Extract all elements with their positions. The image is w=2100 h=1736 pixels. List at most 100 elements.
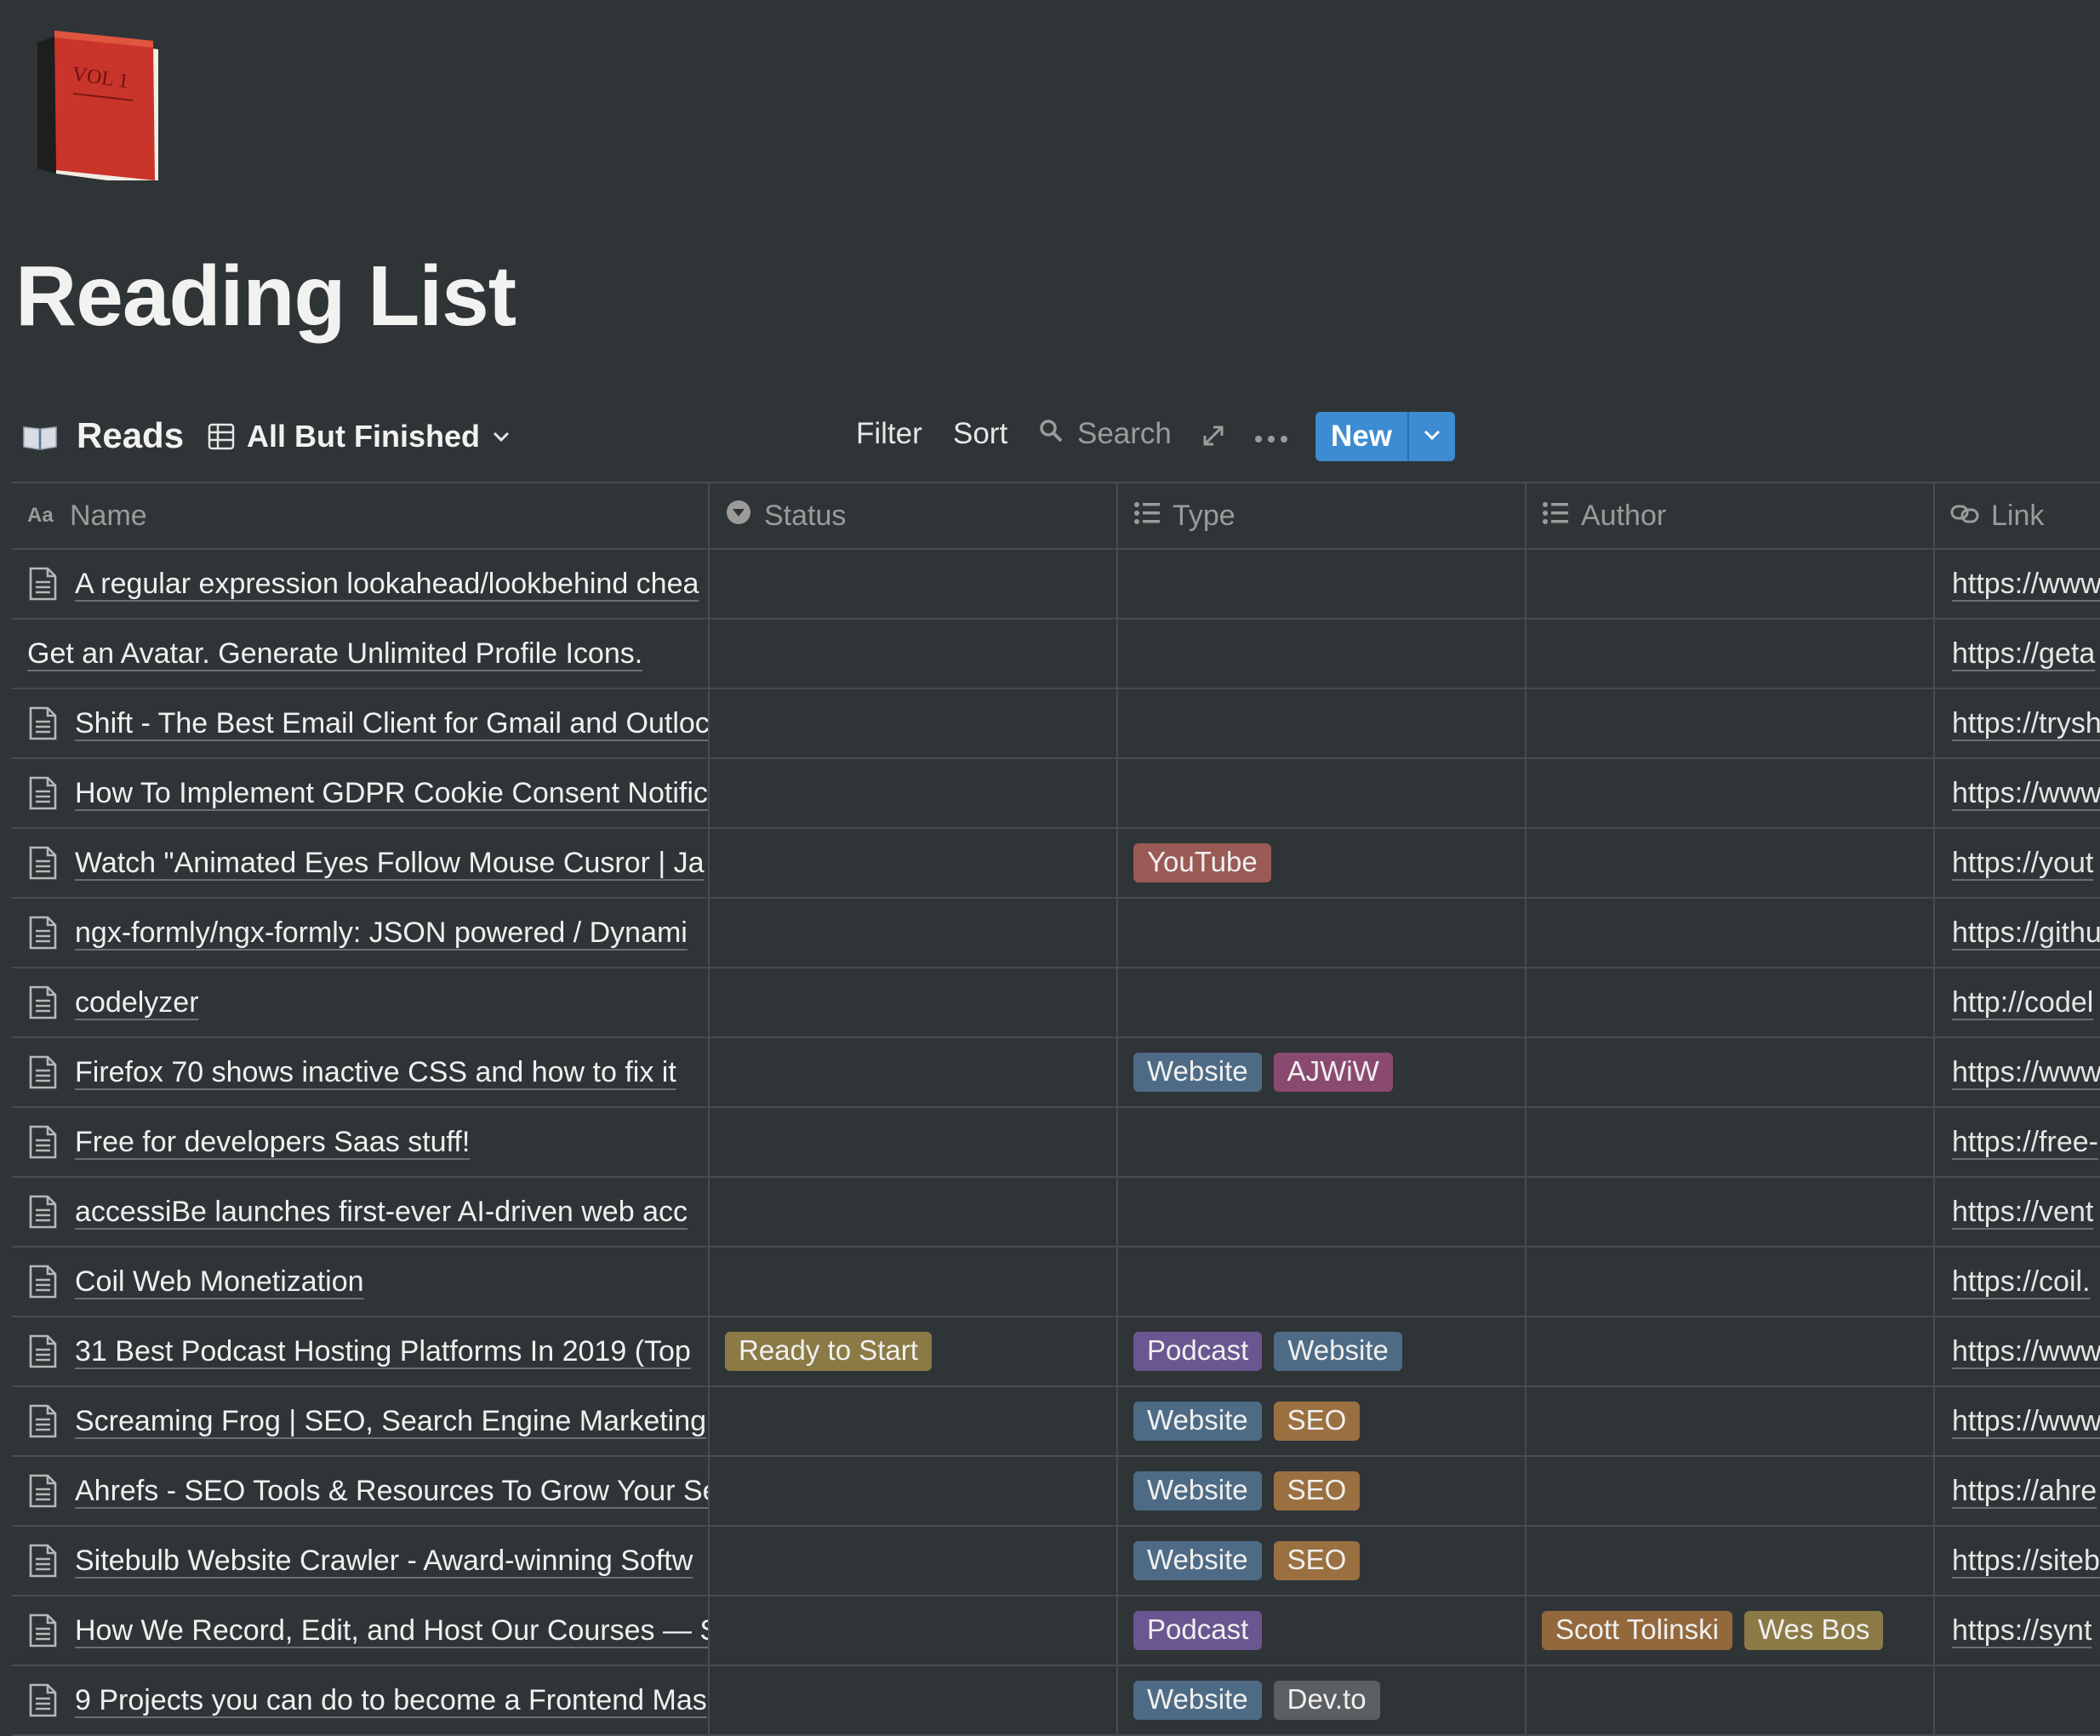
status-cell[interactable]: [710, 1527, 1118, 1595]
link-cell[interactable]: https://trysh: [1935, 689, 2100, 757]
author-cell[interactable]: [1526, 1317, 1935, 1385]
row-title[interactable]: Shift - The Best Email Client for Gmail …: [75, 706, 710, 740]
table-row[interactable]: 9 Projects you can do to become a Fronte…: [12, 1666, 2100, 1736]
row-link[interactable]: https://synt: [1952, 1613, 2092, 1647]
row-title[interactable]: 9 Projects you can do to become a Fronte…: [75, 1683, 707, 1716]
status-cell[interactable]: [710, 829, 1118, 897]
row-title[interactable]: Screaming Frog | SEO, Search Engine Mark…: [75, 1404, 707, 1437]
row-link[interactable]: https://www: [1952, 776, 2100, 809]
link-cell[interactable]: https://vent: [1935, 1178, 2100, 1246]
column-header-type[interactable]: Type: [1118, 483, 1526, 548]
status-cell[interactable]: [710, 1387, 1118, 1455]
row-title[interactable]: codelyzer: [75, 985, 199, 1019]
link-cell[interactable]: https://www: [1935, 1317, 2100, 1385]
link-cell[interactable]: https://geta: [1935, 620, 2100, 688]
table-row[interactable]: Sitebulb Website Crawler - Award-winning…: [12, 1527, 2100, 1596]
row-title[interactable]: Watch "Animated Eyes Follow Mouse Cusror…: [75, 846, 705, 879]
status-cell[interactable]: [710, 759, 1118, 827]
table-row[interactable]: 31 Best Podcast Hosting Platforms In 201…: [12, 1317, 2100, 1387]
filter-button[interactable]: Filter: [856, 417, 922, 450]
author-cell[interactable]: [1526, 1178, 1935, 1246]
status-cell[interactable]: [710, 1038, 1118, 1106]
type-cell[interactable]: [1118, 550, 1526, 618]
type-cell[interactable]: [1118, 1248, 1526, 1316]
column-header-status[interactable]: Status: [710, 483, 1118, 548]
row-link[interactable]: https://githu: [1952, 916, 2100, 949]
name-cell[interactable]: Sitebulb Website Crawler - Award-winning…: [12, 1527, 710, 1595]
column-header-name[interactable]: Aa Name: [12, 483, 710, 548]
name-cell[interactable]: Coil Web Monetization: [12, 1248, 710, 1316]
database-title[interactable]: Reads: [77, 415, 185, 455]
table-row[interactable]: Firefox 70 shows inactive CSS and how to…: [12, 1038, 2100, 1108]
name-cell[interactable]: Ahrefs - SEO Tools & Resources To Grow Y…: [12, 1457, 710, 1525]
row-link[interactable]: https://siteb: [1952, 1544, 2100, 1577]
row-link[interactable]: http://codel: [1952, 985, 2094, 1019]
table-row[interactable]: Free for developers Saas stuff! https://f…: [12, 1108, 2100, 1178]
type-cell[interactable]: Website SEO: [1118, 1457, 1526, 1525]
search-button[interactable]: Search: [1038, 417, 1172, 451]
status-cell[interactable]: [710, 620, 1118, 688]
expand-icon[interactable]: [1200, 422, 1227, 454]
row-title[interactable]: Sitebulb Website Crawler - Award-winning…: [75, 1544, 693, 1577]
table-row[interactable]: Ahrefs - SEO Tools & Resources To Grow Y…: [12, 1457, 2100, 1527]
author-cell[interactable]: [1526, 968, 1935, 1036]
link-cell[interactable]: https://www: [1935, 1387, 2100, 1455]
type-cell[interactable]: Website AJWiW: [1118, 1038, 1526, 1106]
row-link[interactable]: https://www: [1952, 1404, 2100, 1437]
name-cell[interactable]: Firefox 70 shows inactive CSS and how to…: [12, 1038, 710, 1106]
book-icon[interactable]: VOL 1: [31, 19, 167, 187]
table-row[interactable]: ngx-formly/ngx-formly: JSON powered / Dy…: [12, 899, 2100, 968]
type-cell[interactable]: [1118, 620, 1526, 688]
type-cell[interactable]: [1118, 1178, 1526, 1246]
link-cell[interactable]: https://synt: [1935, 1596, 2100, 1665]
name-cell[interactable]: Shift - The Best Email Client for Gmail …: [12, 689, 710, 757]
name-cell[interactable]: How To Implement GDPR Cookie Consent Not…: [12, 759, 710, 827]
status-cell[interactable]: [710, 689, 1118, 757]
author-cell[interactable]: [1526, 689, 1935, 757]
link-cell[interactable]: https://www: [1935, 550, 2100, 618]
link-cell[interactable]: https://free-: [1935, 1108, 2100, 1176]
author-cell[interactable]: Scott Tolinski Wes Bos: [1526, 1596, 1935, 1665]
more-options-icon[interactable]: [1254, 432, 1288, 448]
status-cell[interactable]: [710, 1666, 1118, 1734]
row-title[interactable]: Coil Web Monetization: [75, 1265, 364, 1298]
status-cell[interactable]: [710, 1248, 1118, 1316]
name-cell[interactable]: ngx-formly/ngx-formly: JSON powered / Dy…: [12, 899, 710, 967]
row-title[interactable]: How We Record, Edit, and Host Our Course…: [75, 1613, 710, 1647]
link-cell[interactable]: https://www: [1935, 759, 2100, 827]
name-cell[interactable]: Free for developers Saas stuff!: [12, 1108, 710, 1176]
row-title[interactable]: How To Implement GDPR Cookie Consent Not…: [75, 776, 708, 809]
name-cell[interactable]: codelyzer: [12, 968, 710, 1036]
row-link[interactable]: https://www: [1952, 1055, 2100, 1088]
row-link[interactable]: https://yout: [1952, 846, 2094, 879]
name-cell[interactable]: A regular expression lookahead/lookbehin…: [12, 550, 710, 618]
name-cell[interactable]: Watch "Animated Eyes Follow Mouse Cusror…: [12, 829, 710, 897]
name-cell[interactable]: 31 Best Podcast Hosting Platforms In 201…: [12, 1317, 710, 1385]
status-cell[interactable]: [710, 1108, 1118, 1176]
table-row[interactable]: Watch "Animated Eyes Follow Mouse Cusror…: [12, 829, 2100, 899]
status-cell[interactable]: [710, 968, 1118, 1036]
row-title[interactable]: A regular expression lookahead/lookbehin…: [75, 567, 699, 600]
author-cell[interactable]: [1526, 1666, 1935, 1734]
name-cell[interactable]: Get an Avatar. Generate Unlimited Profil…: [12, 620, 710, 688]
name-cell[interactable]: Screaming Frog | SEO, Search Engine Mark…: [12, 1387, 710, 1455]
row-title[interactable]: Ahrefs - SEO Tools & Resources To Grow Y…: [75, 1474, 710, 1507]
new-button[interactable]: New: [1331, 420, 1392, 453]
author-cell[interactable]: [1526, 550, 1935, 618]
status-cell[interactable]: [710, 1596, 1118, 1665]
row-link[interactable]: https://vent: [1952, 1195, 2094, 1228]
status-cell[interactable]: [710, 550, 1118, 618]
table-row[interactable]: Screaming Frog | SEO, Search Engine Mark…: [12, 1387, 2100, 1457]
row-link[interactable]: https://coil.: [1952, 1265, 2091, 1298]
table-row[interactable]: accessiBe launches first-ever AI-driven …: [12, 1178, 2100, 1248]
type-cell[interactable]: [1118, 968, 1526, 1036]
author-cell[interactable]: [1526, 759, 1935, 827]
table-row[interactable]: How To Implement GDPR Cookie Consent Not…: [12, 759, 2100, 829]
name-cell[interactable]: 9 Projects you can do to become a Fronte…: [12, 1666, 710, 1734]
link-cell[interactable]: https://coil.: [1935, 1248, 2100, 1316]
row-title[interactable]: Get an Avatar. Generate Unlimited Profil…: [27, 637, 643, 670]
view-selector[interactable]: All But Finished: [208, 415, 511, 458]
row-title[interactable]: 31 Best Podcast Hosting Platforms In 201…: [75, 1334, 691, 1368]
column-header-author[interactable]: Author: [1526, 483, 1935, 548]
name-cell[interactable]: How We Record, Edit, and Host Our Course…: [12, 1596, 710, 1665]
